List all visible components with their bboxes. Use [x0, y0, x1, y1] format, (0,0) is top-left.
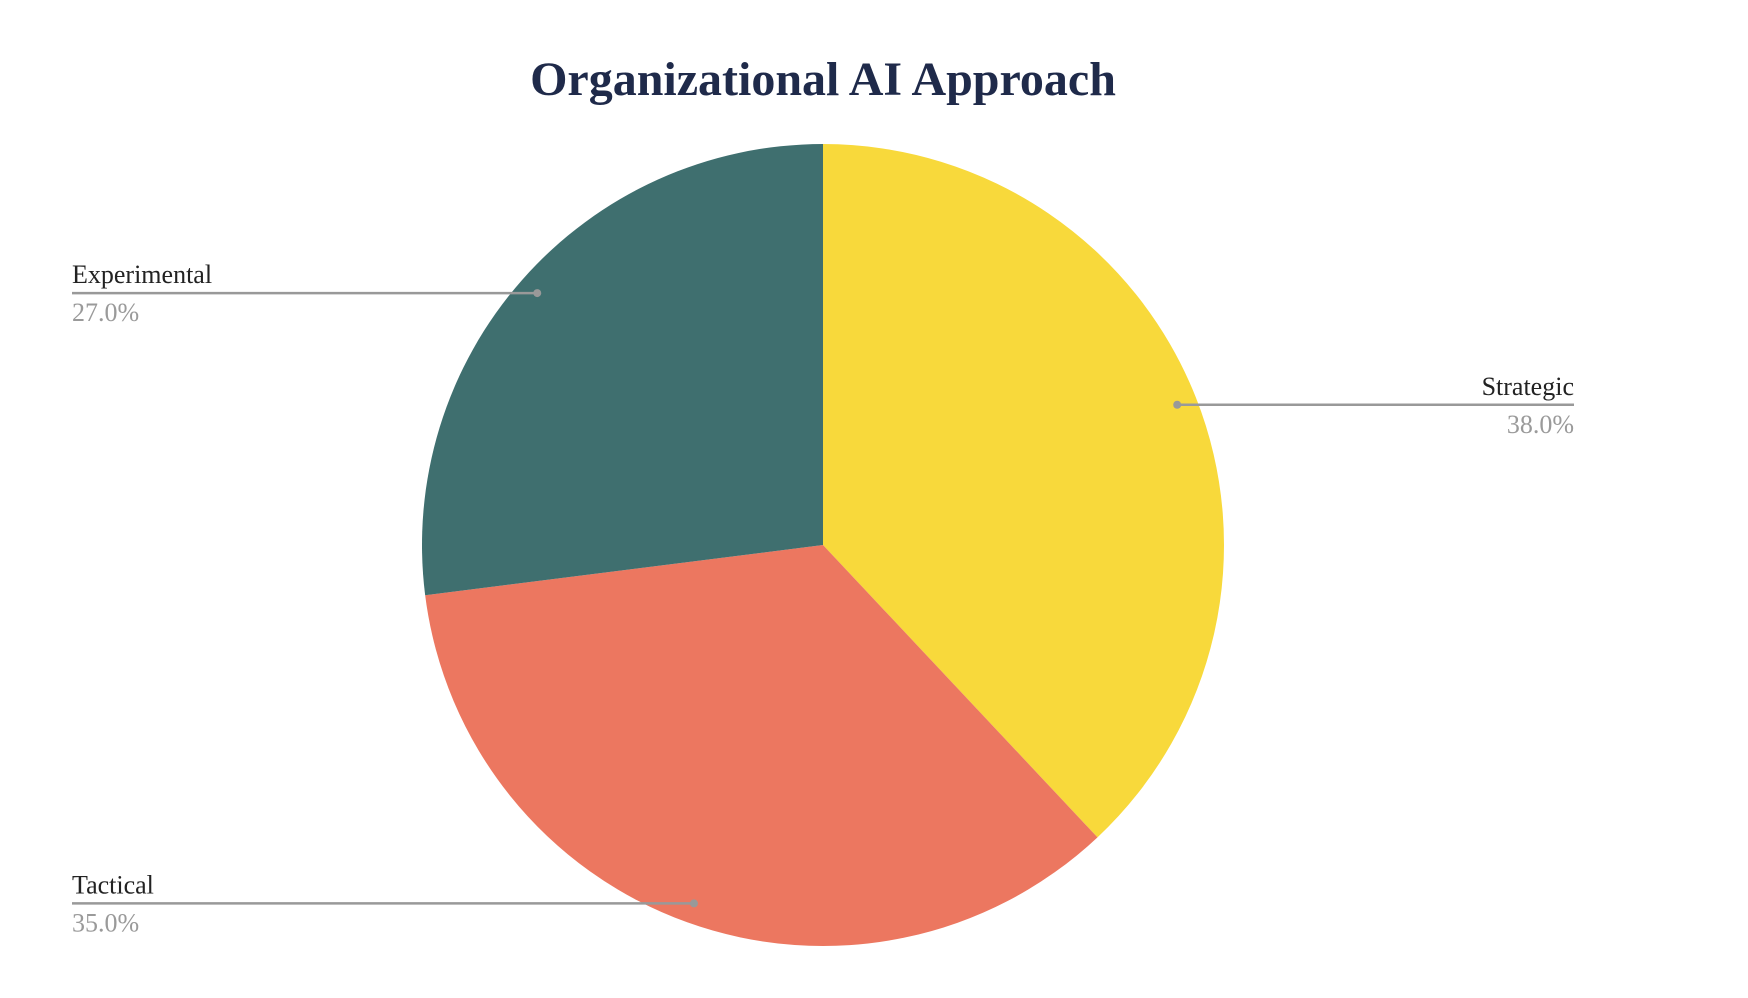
- chart-title: Organizational AI Approach: [530, 53, 1116, 106]
- pie-slice: [422, 144, 823, 596]
- slice-value-label: 35.0%: [72, 908, 139, 937]
- slice-value-label: 27.0%: [72, 298, 139, 327]
- slice-label: Experimental: [72, 260, 212, 289]
- pie-slice: [425, 545, 1098, 946]
- slice-label: Tactical: [72, 870, 154, 899]
- leader-dot: [1173, 400, 1182, 409]
- leader-dot: [689, 899, 698, 908]
- leader-dot: [533, 289, 542, 298]
- pie-slice: [823, 144, 1224, 838]
- slice-label: Strategic: [1482, 372, 1574, 401]
- slice-value-label: 38.0%: [1507, 410, 1574, 439]
